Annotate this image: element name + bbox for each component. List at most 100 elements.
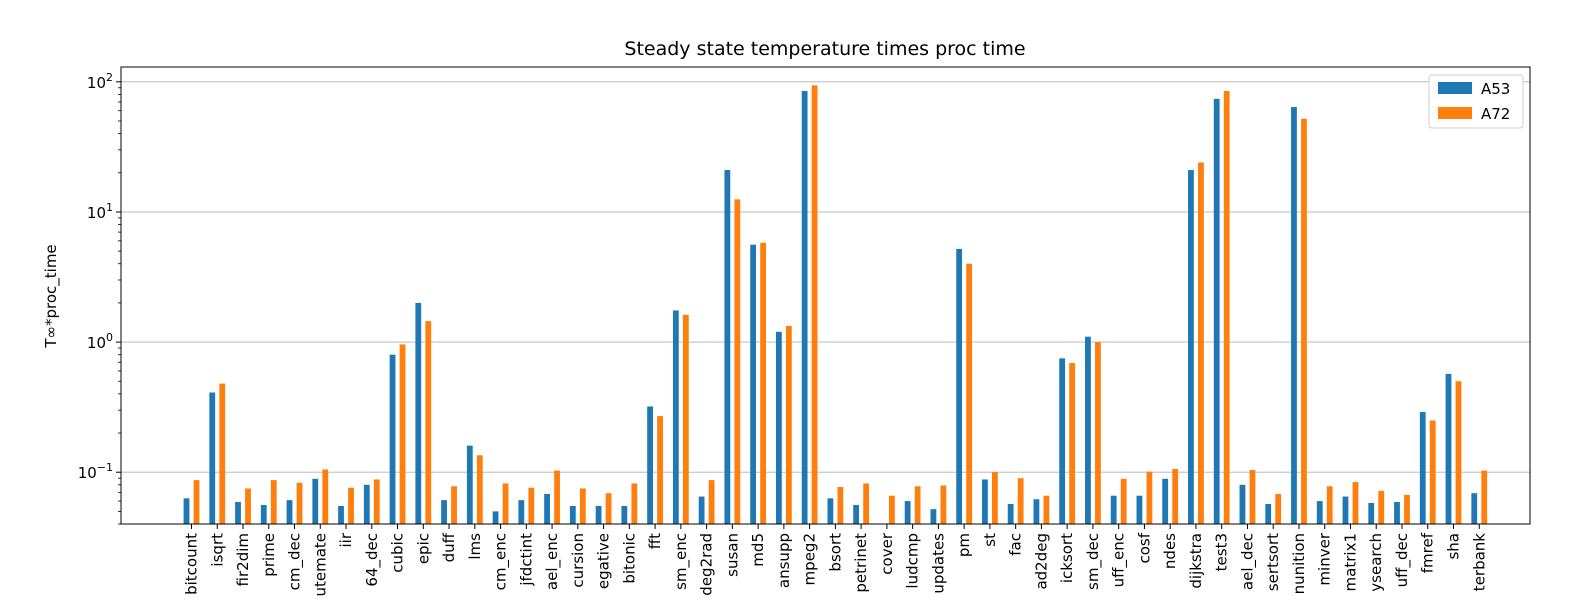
x-tick-label: ansupp <box>775 533 793 588</box>
x-tick-label: fac <box>1007 533 1025 556</box>
x-tick-label: utemate <box>311 533 329 597</box>
legend-label-a72: A72 <box>1481 105 1510 123</box>
bar-a53 <box>1342 496 1349 524</box>
x-tick-label: dijkstra <box>1187 533 1205 589</box>
x-tick-label: susan <box>723 533 741 577</box>
bar-a72 <box>940 485 947 524</box>
bar-a72 <box>1120 478 1127 524</box>
bar-a72 <box>760 242 767 524</box>
bar-a72 <box>914 486 921 524</box>
x-tick-label: pm <box>955 533 973 557</box>
x-tick-label: deg2rad <box>698 533 716 596</box>
bar-a72 <box>348 487 354 524</box>
bar-a53 <box>286 500 293 524</box>
bar-a72 <box>219 383 226 524</box>
bar-a53 <box>1007 503 1014 524</box>
bar-a72 <box>1043 495 1050 524</box>
bar-a53 <box>1394 502 1400 524</box>
bars <box>183 85 1488 525</box>
x-tick-label: cursion <box>569 533 587 588</box>
bar-a53 <box>1110 495 1117 524</box>
chart-title: Steady state temperature times proc time <box>624 38 1025 60</box>
x-tick-label: ndes <box>1161 533 1179 569</box>
bar-a53 <box>466 445 473 524</box>
bar-a53 <box>595 506 602 524</box>
bar-a72 <box>193 480 200 524</box>
bar-a72 <box>1404 494 1410 524</box>
bar-a72 <box>245 488 251 524</box>
bar-a72 <box>1455 381 1462 524</box>
bar-a53 <box>492 511 499 524</box>
bar-a72 <box>734 199 741 525</box>
bar-a53 <box>1033 499 1040 524</box>
bar-a72 <box>1352 482 1359 524</box>
bar-a53 <box>775 331 782 524</box>
plot-frame <box>120 66 1531 525</box>
bar-a72 <box>992 472 998 524</box>
bar-a53 <box>389 354 396 524</box>
bar-a53 <box>1162 478 1169 524</box>
bar-a72 <box>708 480 715 524</box>
bar-a72 <box>1172 468 1179 524</box>
bar-a72 <box>1378 490 1385 524</box>
bar-a72 <box>1017 478 1024 524</box>
x-tick-label: test3 <box>1213 533 1231 571</box>
bar-a72 <box>1275 494 1282 524</box>
bar-a72 <box>605 493 612 524</box>
bar-a53 <box>750 244 757 524</box>
bar-a72 <box>373 479 380 524</box>
bar-a72 <box>837 486 844 524</box>
bar-a53 <box>415 302 422 524</box>
bar-a72 <box>425 321 432 524</box>
x-tick-label: egative <box>595 533 613 589</box>
y-tick-label: 101 <box>87 201 113 222</box>
bar-a72 <box>1198 162 1204 524</box>
grid-lines <box>121 81 1530 473</box>
x-tick-label: cm_dec <box>286 533 305 590</box>
x-tick-label: ludcmp <box>904 533 922 589</box>
x-tick-label: ad2deg <box>1032 533 1050 590</box>
bar-a53 <box>1445 373 1452 524</box>
bar-a53 <box>930 509 937 524</box>
bar-a53 <box>518 500 525 524</box>
bar-a53 <box>1239 484 1246 524</box>
x-tick-label: uff_dec <box>1393 533 1412 587</box>
x-tick-label: cm_enc <box>492 533 511 590</box>
x-tick-label: terbank <box>1470 533 1488 591</box>
bar-a53 <box>647 406 653 524</box>
bar-a53 <box>827 498 834 524</box>
bar-a72 <box>888 495 895 524</box>
bar-a53 <box>1188 170 1194 524</box>
x-tick-label: bitcount <box>183 533 201 595</box>
x-tick-label: st <box>981 533 999 547</box>
x-tick-label: updates <box>929 533 947 594</box>
bar-a53 <box>1213 98 1220 524</box>
bar-a72 <box>476 455 483 524</box>
bar-a53 <box>260 504 267 524</box>
x-tick-label: sha <box>1444 533 1462 560</box>
bar-a72 <box>1223 91 1230 525</box>
x-tick-label: iir <box>337 532 355 547</box>
bar-a72 <box>1069 363 1076 524</box>
x-tick-label: cover <box>878 532 896 575</box>
x-tick-label: 64_dec <box>363 533 382 587</box>
bar-a72 <box>631 483 638 524</box>
x-tick-label: jfdctint <box>517 533 535 587</box>
bar-a72 <box>270 480 277 524</box>
bar-a53 <box>209 392 216 524</box>
y-tick-label: 10−1 <box>78 461 113 482</box>
bar-a72 <box>811 85 818 524</box>
bar-a53 <box>338 506 344 524</box>
x-tick-label: matrix1 <box>1341 533 1359 591</box>
bar-a53 <box>1085 336 1091 524</box>
bar-a72 <box>682 314 689 524</box>
x-tick-label: bsort <box>826 533 844 572</box>
bar-a72 <box>1146 471 1153 524</box>
x-tick-label: fmref <box>1419 532 1437 573</box>
bar-a53 <box>698 496 705 524</box>
x-tick-label: epic <box>414 533 432 564</box>
bar-a72 <box>785 325 792 524</box>
bar-a53 <box>724 170 731 524</box>
bar-a53 <box>1265 503 1272 524</box>
